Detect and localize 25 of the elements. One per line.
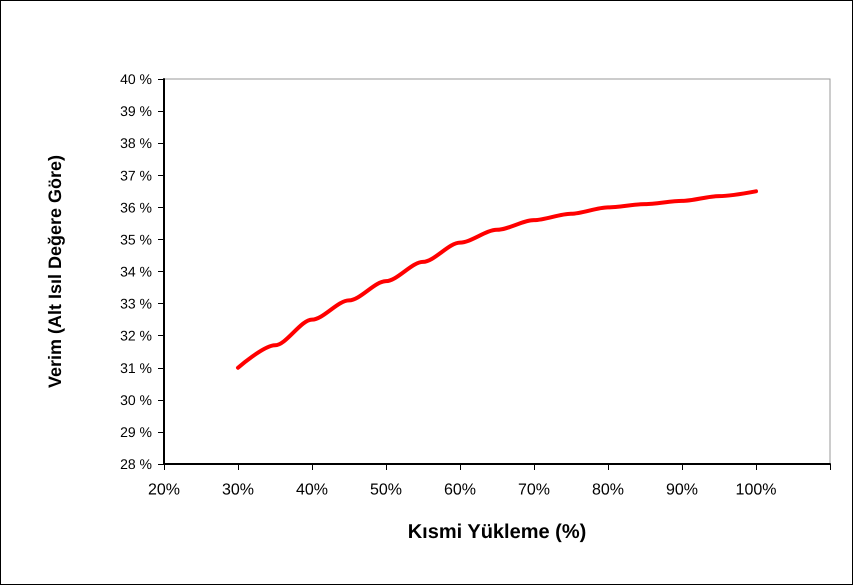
x-tick-label: 20% — [148, 482, 180, 498]
y-tick-label: 29 % — [120, 424, 152, 440]
x-tick-label: 100% — [736, 482, 776, 498]
y-tick-label: 40 % — [120, 71, 152, 87]
x-tick-label: 50% — [370, 482, 402, 498]
x-axis-title: Kısmi Yükleme (%) — [408, 521, 586, 543]
x-tick-label: 40% — [296, 482, 328, 498]
y-tick-label: 34 % — [120, 264, 152, 280]
x-tick-label: 70% — [518, 482, 550, 498]
y-tick-label: 31 % — [120, 360, 152, 376]
y-tick-label: 38 % — [120, 135, 152, 152]
x-tick-label: 90% — [666, 482, 698, 498]
y-tick-label: 37 % — [120, 167, 152, 184]
line-series — [236, 189, 758, 370]
y-tick-label: 32 % — [120, 328, 152, 344]
x-tick-label: 80% — [592, 482, 624, 498]
y-tick-label: 39 % — [120, 103, 152, 120]
x-tick-label: 30% — [222, 482, 254, 498]
y-tick-label: 36 % — [120, 199, 152, 216]
y-axis-title: Verim (Alt Isıl Değere Göre) — [45, 154, 65, 388]
y-tick-label: 28 % — [120, 456, 152, 472]
x-tick-label: 60% — [444, 482, 476, 498]
y-tick-label: 33 % — [120, 296, 152, 312]
y-tick-label: 30 % — [120, 392, 152, 408]
y-tick-label: 35 % — [120, 231, 152, 248]
